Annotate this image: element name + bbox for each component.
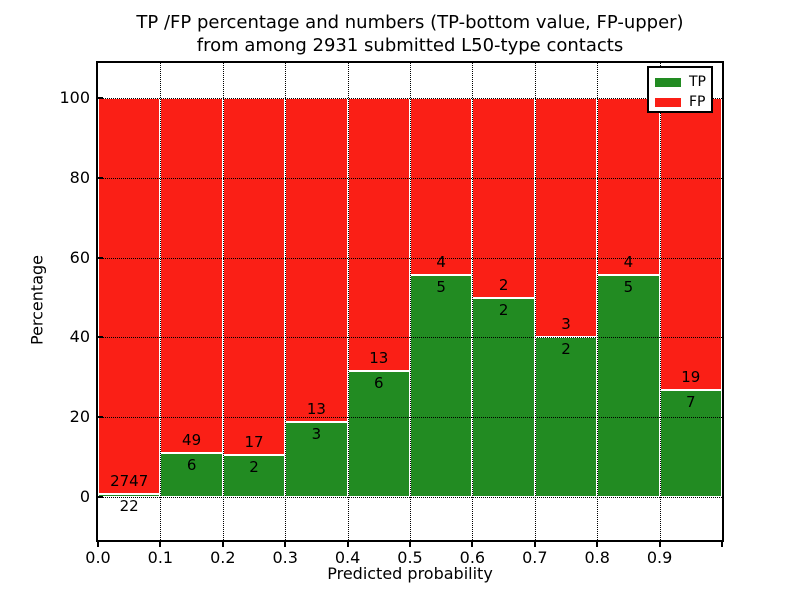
fp-count-label: 2 (498, 275, 509, 294)
gridline-vertical (659, 63, 661, 540)
bar-segment-fp (659, 98, 722, 390)
fp-count-label: 4 (623, 253, 634, 272)
y-axis-tick (98, 97, 103, 100)
bar-segment-tp (659, 389, 722, 497)
x-tick-label: 0.7 (522, 548, 548, 567)
y-axis-tick (98, 416, 103, 419)
gridline-vertical (160, 63, 162, 540)
legend: TP FP (647, 66, 713, 113)
fp-count-label: 2747 (110, 471, 149, 490)
bar-segment-fp (285, 98, 348, 423)
x-tick-label: 0.2 (210, 548, 236, 567)
x-axis-tick (159, 542, 162, 547)
y-axis-tick (98, 256, 103, 259)
y-tick-label: 20 (69, 407, 90, 427)
bar-segment-fp (222, 98, 286, 455)
x-axis-tick (97, 542, 99, 547)
x-tick-label: 0.8 (584, 548, 610, 567)
bar-segment-fp (98, 98, 161, 494)
y-axis-tick (98, 495, 103, 498)
bar-segment-fp (347, 98, 410, 371)
tp-count-label: 5 (623, 278, 634, 297)
x-tick-label: 0.6 (459, 548, 486, 567)
bar-segment-tp (347, 370, 410, 497)
x-axis-tick (471, 542, 474, 547)
bar-segment-tp (410, 275, 473, 497)
legend-label-fp: FP (689, 94, 706, 110)
gridline-vertical (222, 63, 224, 540)
chart-title: TP /FP percentage and numbers (TP-bottom… (96, 11, 724, 57)
x-tick-label: 0.3 (272, 548, 298, 567)
y-tick-label: 40 (69, 327, 90, 347)
bar-segment-tp (98, 493, 161, 497)
fp-count-label: 13 (369, 348, 389, 367)
chart-title-line1: TP /FP percentage and numbers (TP-bottom… (136, 12, 684, 33)
gridline-vertical (347, 63, 349, 540)
tp-count-label: 6 (374, 373, 384, 392)
bar-segment-tp (597, 275, 660, 497)
legend-label-tp: TP (689, 74, 706, 90)
legend-swatch-fp-icon (655, 97, 681, 107)
legend-entry-fp: FP (649, 93, 711, 111)
fp-count-label: 49 (182, 431, 202, 450)
y-axis-tick (98, 176, 103, 179)
tp-count-label: 5 (436, 278, 446, 297)
gridline-vertical (410, 63, 411, 540)
x-tick-label: 0.5 (397, 548, 423, 567)
x-axis-tick (284, 542, 287, 547)
x-tick-label: 0.1 (147, 548, 174, 567)
x-axis-tick (596, 542, 599, 547)
gridline-vertical (472, 63, 474, 540)
x-tick-label: 0.0 (85, 548, 111, 567)
fp-count-label: 17 (244, 432, 264, 451)
fp-count-label: 4 (436, 253, 446, 272)
legend-swatch-tp-icon (655, 77, 681, 87)
y-tick-label: 60 (69, 247, 90, 267)
x-tick-label: 0.9 (646, 548, 673, 567)
x-axis-tick (721, 542, 723, 547)
x-axis-tick (221, 542, 224, 547)
tp-count-label: 3 (311, 425, 322, 444)
chart-title-line2: from among 2931 submitted L50-type conta… (196, 35, 624, 56)
bar-segment-fp (597, 98, 660, 276)
bar-segment-fp (472, 98, 535, 298)
gridline-vertical (597, 63, 599, 540)
x-axis-label: Predicted probability (327, 564, 493, 583)
bar-segment-tp (472, 297, 535, 497)
x-tick-label: 0.4 (334, 548, 361, 567)
plot-area: TP FP 2747 22 49 6 17 2 13 3 13 6 4 5 2 2 3 2 4 5 19 7 0 20 40… (59, 61, 724, 567)
x-axis-tick (346, 542, 349, 547)
y-axis-tick (98, 336, 103, 339)
x-axis-tick (658, 542, 661, 547)
legend-entry-tp: TP (649, 73, 711, 91)
tp-count-label: 7 (686, 392, 696, 411)
fp-count-label: 3 (561, 315, 571, 334)
gridline-vertical (285, 63, 287, 540)
tp-count-label: 2 (249, 457, 259, 476)
y-tick-label: 100 (59, 88, 90, 108)
gridline-vertical (534, 63, 536, 540)
bar-segment-tp (285, 422, 348, 497)
y-tick-label: 0 (79, 486, 90, 506)
tp-count-label: 22 (119, 496, 139, 515)
x-axis-tick (409, 542, 411, 547)
bar-segment-tp (160, 453, 223, 497)
bar-segment-fp (410, 98, 473, 276)
tp-count-label: 2 (498, 300, 509, 319)
tp-count-label: 6 (186, 456, 197, 475)
tp-count-label: 2 (561, 340, 571, 359)
y-tick-label: 80 (69, 167, 90, 187)
fp-count-label: 13 (306, 400, 326, 419)
fp-count-label: 19 (681, 367, 701, 386)
bar-segment-fp (160, 98, 223, 454)
x-axis-tick (533, 542, 536, 547)
bar-segment-fp (534, 98, 598, 338)
